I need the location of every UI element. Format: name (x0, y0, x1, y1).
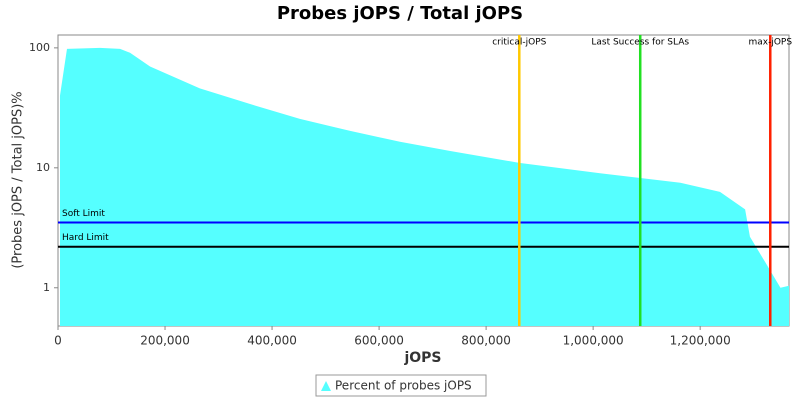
x-axis-label: jOPS (403, 350, 441, 366)
chart-title: Probes jOPS / Total jOPS (277, 3, 523, 24)
x-tick-label: 1,200,000 (670, 334, 731, 348)
x-tick-label: 200,000 (140, 334, 190, 348)
y-tick-label: 10 (36, 161, 50, 174)
marker-label: max-jOPS (748, 38, 792, 48)
legend-swatch (321, 381, 331, 391)
y-tick-label: 1 (43, 281, 50, 294)
x-tick-label: 600,000 (354, 334, 404, 348)
legend-box (315, 374, 487, 397)
area (59, 47, 789, 327)
x-tick-label: 0 (54, 334, 62, 348)
marker-label: critical-jOPS (492, 38, 546, 48)
limit-label: Hard Limit (62, 233, 109, 243)
x-tick-label: 1,000,000 (563, 334, 624, 348)
limit-label: Soft Limit (62, 209, 105, 219)
y-tick-label: 100 (29, 41, 50, 54)
y-axis-label: (Probes jOPS / Total jOPS)% (11, 91, 26, 268)
marker-label: Last Success for SLAs (591, 38, 689, 48)
x-tick-label: 800,000 (461, 334, 511, 348)
legend-label: Percent of probes jOPS (335, 379, 472, 393)
x-tick-label: 400,000 (247, 334, 297, 348)
